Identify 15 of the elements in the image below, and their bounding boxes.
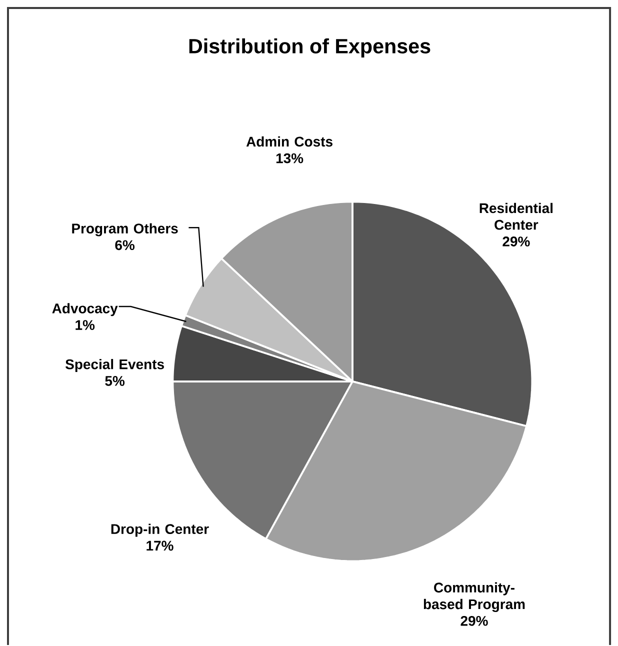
data-label: 17% xyxy=(146,540,174,551)
data-label: 5% xyxy=(105,376,125,386)
slice-label: Residential Center xyxy=(480,202,552,230)
chart-title: Distribution of Expenses xyxy=(189,38,430,58)
data-label: 6% xyxy=(115,240,135,250)
data-label: 29% xyxy=(460,616,488,626)
slice-label: Special Events xyxy=(65,358,164,372)
data-label: 29% xyxy=(502,236,530,246)
slice-label: Advocacy xyxy=(52,303,118,316)
slice-label: Admin Costs xyxy=(246,136,332,147)
slice-label: Community-based Program xyxy=(424,582,525,612)
slice-label: Drop-in Center xyxy=(111,524,209,537)
data-label: 13% xyxy=(276,153,304,164)
slice-label: Program Others xyxy=(72,223,178,236)
data-label: 1% xyxy=(76,320,95,330)
